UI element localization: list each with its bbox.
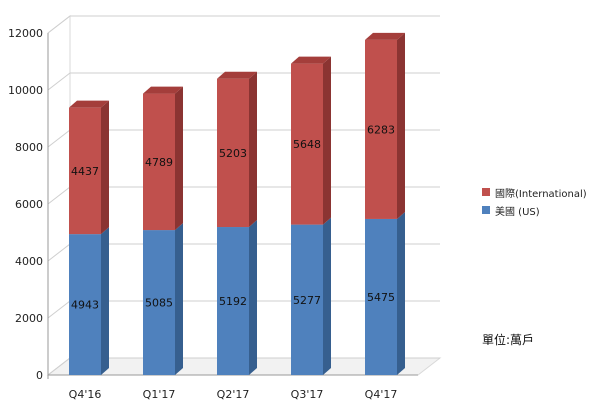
y-tick-label: 6000	[15, 198, 43, 211]
y-tick-label: 0	[36, 369, 43, 382]
data-label: 5277	[293, 294, 321, 307]
bar-segment-side	[249, 71, 257, 228]
y-tick-label: 12000	[8, 27, 43, 40]
data-label: 4943	[71, 299, 99, 312]
bar-segment-side	[397, 211, 405, 375]
bar-segment-side	[323, 56, 331, 225]
y-tick-label: 4000	[15, 255, 43, 268]
bar-segment-side	[397, 32, 405, 219]
data-label: 5192	[219, 295, 247, 308]
data-label: 4437	[71, 165, 99, 178]
bar-top	[291, 56, 331, 64]
data-label: 4789	[145, 156, 173, 169]
unit-label: 單位:萬戶	[482, 333, 535, 347]
legend: 國際(International) 美國 (US)	[482, 183, 587, 219]
x-tick-label: Q4'16	[69, 388, 102, 401]
legend-item-us: 美國 (US)	[482, 201, 587, 219]
y-tick-label: 8000	[15, 141, 43, 154]
bar-segment	[69, 234, 101, 375]
bar-segment-side	[175, 223, 183, 375]
legend-swatch-us	[482, 206, 490, 214]
data-label: 6283	[367, 123, 395, 136]
bar-segment	[217, 227, 249, 375]
bar-segment	[143, 93, 175, 231]
bar-segment-side	[249, 220, 257, 375]
y-tick-label: 2000	[15, 312, 43, 325]
bar-top	[217, 71, 257, 79]
bar-segment	[365, 218, 397, 375]
bar-segment	[217, 78, 249, 228]
data-label: 5648	[293, 138, 321, 151]
y-tick-label: 10000	[8, 84, 43, 97]
bar-segment-side	[101, 227, 109, 375]
bar-segment	[69, 107, 101, 235]
bar-top	[69, 100, 109, 108]
data-label: 5203	[219, 147, 247, 160]
x-tick-label: Q1'17	[143, 388, 176, 401]
bar-top	[143, 86, 183, 94]
legend-label-international: 國際(International)	[495, 188, 587, 200]
x-tick-label: Q3'17	[291, 388, 324, 401]
data-label: 5475	[367, 291, 395, 304]
bar-segment	[291, 63, 323, 225]
bar-segment-side	[101, 100, 109, 235]
bar-segment-side	[175, 86, 183, 231]
legend-swatch-international	[482, 188, 490, 196]
gridline	[47, 15, 440, 34]
x-tick-label: Q2'17	[217, 388, 250, 401]
bar-top	[365, 32, 405, 40]
bar-segment-side	[323, 217, 331, 375]
bar-segment	[143, 230, 175, 375]
legend-item-international: 國際(International)	[482, 183, 587, 201]
data-label: 5085	[145, 297, 173, 310]
x-tick-label: Q4'17	[365, 388, 398, 401]
bar-segment	[291, 224, 323, 375]
legend-label-us: 美國 (US)	[495, 206, 540, 218]
bar-segment	[365, 39, 397, 219]
